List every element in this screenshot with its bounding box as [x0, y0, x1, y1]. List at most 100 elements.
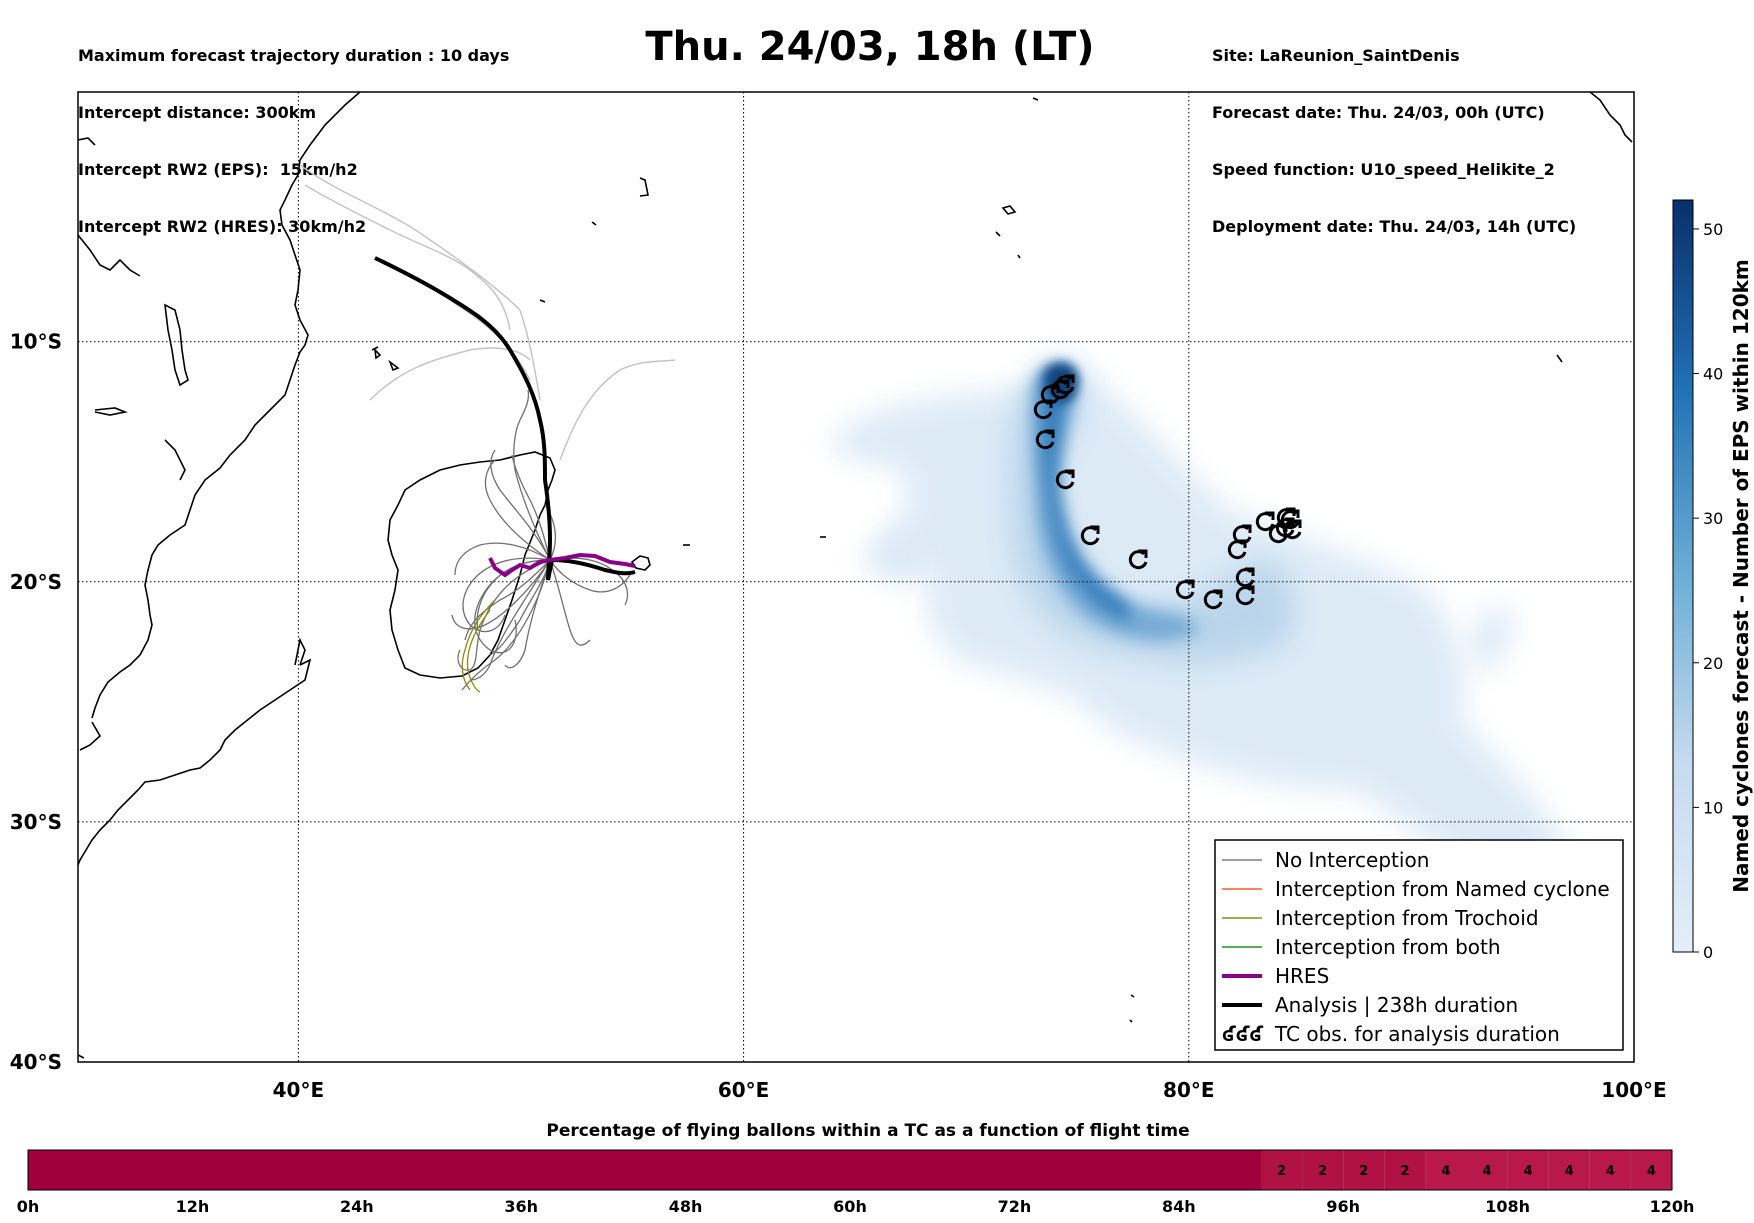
lon-tick-label: 80°E	[1163, 1078, 1215, 1102]
tc-obs-symbol	[1203, 589, 1223, 610]
colorbar-label: Named cyclones forecast - Number of EPS …	[1729, 259, 1753, 893]
timeline-tick-label: 12h	[176, 1197, 210, 1216]
tc-obs-symbol	[1235, 585, 1255, 606]
legend-item: HRES	[1222, 964, 1329, 988]
timeline-segment-label: 4	[1524, 1164, 1533, 1179]
timeline-segment-label: 4	[1606, 1164, 1615, 1179]
timeline-segment	[1507, 1150, 1549, 1190]
header-right-info: Site: LaReunion_SaintDenis Forecast date…	[1212, 8, 1576, 255]
legend-label: TC obs. for analysis duration	[1274, 1022, 1560, 1046]
tc-obs-symbol	[1035, 429, 1055, 450]
timeline-segment	[1548, 1150, 1590, 1190]
timeline-segment	[28, 1150, 1261, 1190]
legend-item: Analysis | 238h duration	[1222, 993, 1518, 1017]
legend-label: Analysis | 238h duration	[1275, 993, 1518, 1017]
header-left-line: Maximum forecast trajectory duration : 1…	[78, 46, 510, 65]
timeline-tick-label: 96h	[1326, 1197, 1360, 1216]
timeline-segment-label: 2	[1359, 1164, 1368, 1179]
tc-obs-symbol	[1050, 379, 1070, 400]
lat-tick-label: 10°S	[10, 330, 62, 354]
timeline-segment	[1261, 1150, 1303, 1190]
timeline-tick-label: 120h	[1650, 1197, 1695, 1216]
timeline-tick-label: 108h	[1485, 1197, 1530, 1216]
longitude-axis: 40°E 60°E 80°E 100°E	[273, 1078, 1667, 1102]
timeline-title: Percentage of flying ballons within a TC…	[546, 1121, 1189, 1141]
header-left-line: Intercept RW2 (HRES): 30km/h2	[78, 217, 367, 236]
legend-item: Interception from Named cyclone	[1222, 877, 1610, 901]
tc-obs-symbol	[1255, 511, 1275, 532]
header-right-line: Speed function: U10_speed_Helikite_2	[1212, 160, 1555, 179]
map-grid	[78, 92, 1634, 1062]
timeline-segment-label: 4	[1647, 1164, 1656, 1179]
timeline-segment-label: 2	[1400, 1164, 1409, 1179]
colorbar-tick-label: 40	[1703, 365, 1723, 384]
hres-track	[488, 552, 636, 578]
legend-item: Interception from both	[1222, 935, 1501, 959]
tc-obs-symbol	[1235, 567, 1255, 588]
timeline-segment-label: 4	[1441, 1164, 1450, 1179]
legend-item: No Interception	[1222, 848, 1429, 872]
timeline-segment	[1384, 1150, 1426, 1190]
header-right-line: Site: LaReunion_SaintDenis	[1212, 46, 1460, 65]
colorbar-tick-label: 20	[1703, 654, 1723, 673]
timeline-segment	[1302, 1150, 1344, 1190]
legend-label: Interception from Named cyclone	[1275, 877, 1610, 901]
timeline-tick-label: 60h	[833, 1197, 867, 1216]
timeline-tick-label: 36h	[504, 1197, 538, 1216]
colorbar: 0 10 20 30 40 50 Named cyclones forecast - Nu…	[1672, 199, 1753, 962]
timeline-segment-label: 4	[1483, 1164, 1492, 1179]
timeline-tick-label: 84h	[1162, 1197, 1196, 1216]
cyclone-density-field	[830, 354, 1570, 883]
legend-item: Interception from Trochoid	[1222, 906, 1539, 930]
flight-time-bar: Percentage of flying ballons within a TC…	[17, 1121, 1695, 1216]
tc-obs-symbol	[1055, 469, 1075, 490]
tc-obs-symbol	[1055, 374, 1075, 395]
legend-label: Interception from both	[1275, 935, 1501, 959]
timeline-segment-label: 2	[1318, 1164, 1327, 1179]
header-right-line: Deployment date: Thu. 24/03, 14h (UTC)	[1212, 217, 1577, 236]
timeline-tick-label: 72h	[998, 1197, 1032, 1216]
lon-tick-label: 100°E	[1601, 1078, 1666, 1102]
legend-label: Interception from Trochoid	[1275, 906, 1539, 930]
analysis-track	[374, 256, 636, 581]
map-content	[78, 92, 1634, 1062]
colorbar-tick-label: 30	[1703, 509, 1723, 528]
timeline-tick-label: 48h	[669, 1197, 703, 1216]
lat-tick-label: 30°S	[10, 810, 62, 834]
timeline-tick-label: 24h	[340, 1197, 374, 1216]
tc-observations	[1033, 374, 1302, 610]
legend-label: No Interception	[1275, 848, 1429, 872]
header-left-line: Intercept RW2 (EPS): 15km/h2	[78, 160, 358, 179]
tc-obs-symbol	[1175, 579, 1195, 600]
colorbar-tick-label: 10	[1703, 798, 1723, 817]
eps-trajectories	[299, 164, 676, 693]
legend-symbol: ʛʛʛ	[1222, 1022, 1263, 1046]
timeline-segment	[1630, 1150, 1672, 1190]
tc-obs-symbol	[1128, 549, 1148, 570]
tc-obs-symbol	[1232, 524, 1252, 545]
lat-tick-label: 40°S	[10, 1050, 62, 1074]
timeline-segment-label: 4	[1565, 1164, 1574, 1179]
legend: No Interception Interception from Named c…	[1214, 839, 1624, 1051]
legend-item: ʛʛʛ TC obs. for analysis duration	[1222, 1022, 1560, 1046]
timeline-segment	[1466, 1150, 1508, 1190]
timeline-segment	[1589, 1150, 1631, 1190]
timeline-segment-label: 2	[1277, 1164, 1286, 1179]
header-left-line: Intercept distance: 300km	[78, 103, 317, 122]
map-frame	[77, 91, 1635, 1063]
lon-tick-label: 40°E	[273, 1078, 325, 1102]
tc-obs-symbol	[1276, 507, 1296, 528]
tc-obs-symbol	[1080, 525, 1100, 546]
lat-tick-label: 20°S	[10, 570, 62, 594]
page-title: Thu. 24/03, 18h (LT)	[645, 24, 1095, 70]
colorbar-tick-label: 0	[1703, 943, 1713, 962]
lon-tick-label: 60°E	[718, 1078, 770, 1102]
header-left-info: Maximum forecast trajectory duration : 1…	[78, 8, 509, 255]
coastline	[78, 92, 1633, 1059]
timeline-segment	[1425, 1150, 1467, 1190]
latitude-axis: 10°S 20°S 30°S 40°S	[10, 330, 62, 1074]
header-right-line: Forecast date: Thu. 24/03, 00h (UTC)	[1212, 103, 1545, 122]
legend-label: HRES	[1275, 964, 1329, 988]
timeline-tick-label: 0h	[17, 1197, 40, 1216]
